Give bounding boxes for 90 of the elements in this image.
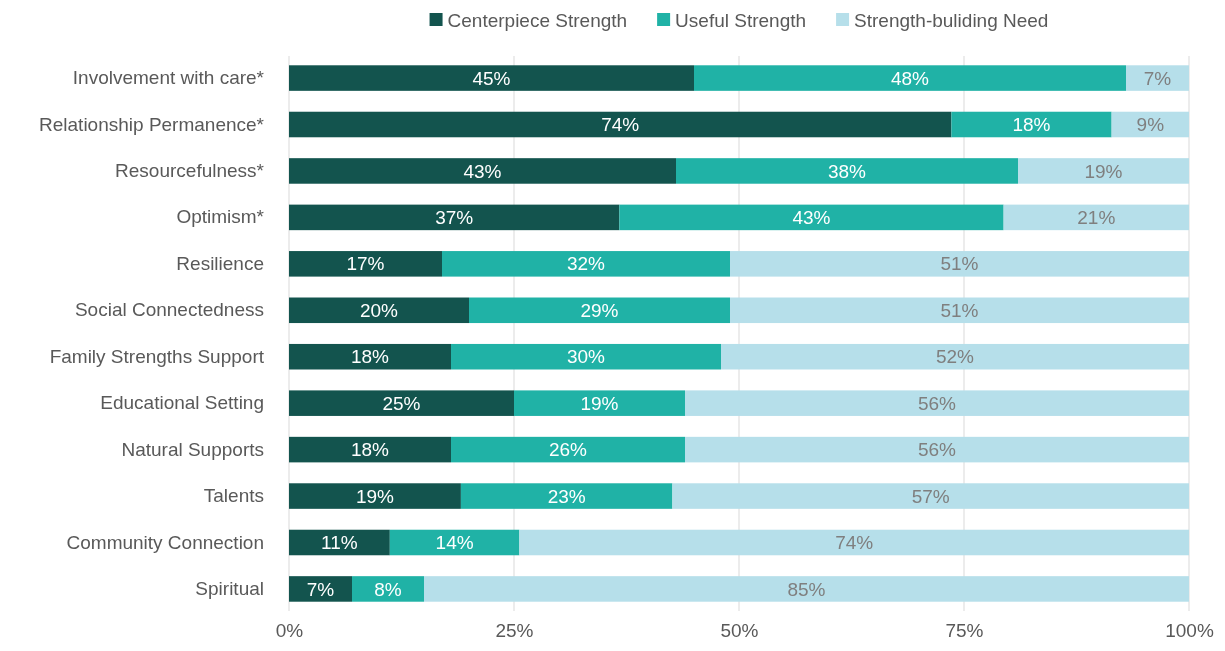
data-label: 18% bbox=[350, 346, 390, 368]
bar bbox=[514, 390, 685, 416]
data-label: 17% bbox=[346, 253, 385, 275]
data-label: 18% bbox=[350, 439, 390, 461]
data-label: 14% bbox=[435, 532, 474, 554]
bar bbox=[685, 436, 1189, 463]
data-label: 56% bbox=[917, 439, 957, 461]
data-label: 52% bbox=[935, 346, 975, 368]
data-label: 25% bbox=[382, 392, 421, 414]
data-label: 19% bbox=[580, 392, 619, 414]
bar bbox=[951, 111, 1112, 138]
y-tick-label: Community Connection bbox=[66, 531, 264, 553]
data-label: 43% bbox=[463, 160, 502, 182]
x-tick-label: 75% bbox=[945, 620, 984, 642]
data-label: 19% bbox=[1084, 160, 1123, 182]
data-label: 11% bbox=[321, 532, 358, 554]
y-tick-label: Spiritual bbox=[195, 578, 264, 600]
bar bbox=[289, 390, 514, 416]
bar bbox=[1126, 65, 1189, 91]
bar bbox=[519, 529, 1189, 556]
y-tick-label: Resourcefulness* bbox=[115, 160, 265, 182]
bar bbox=[352, 576, 424, 602]
bar bbox=[289, 576, 352, 602]
legend-label: Centerpiece Strength bbox=[447, 9, 628, 31]
data-label: 30% bbox=[566, 346, 606, 368]
bar bbox=[289, 204, 620, 231]
bar bbox=[289, 436, 451, 463]
y-tick-label: Family Strengths Support bbox=[49, 345, 265, 367]
data-label: 74% bbox=[601, 114, 640, 136]
data-label: 43% bbox=[792, 207, 831, 229]
bar bbox=[721, 343, 1189, 370]
data-label: 7% bbox=[306, 578, 335, 600]
y-tick-label: Optimism* bbox=[176, 206, 265, 228]
data-label: 26% bbox=[548, 439, 588, 461]
data-label: 38% bbox=[827, 160, 867, 182]
y-tick-label: Social Connectedness bbox=[74, 299, 264, 321]
bar bbox=[619, 204, 1004, 231]
bar bbox=[289, 158, 676, 184]
data-label: 32% bbox=[566, 253, 606, 275]
data-label: 51% bbox=[940, 299, 979, 321]
data-label: 29% bbox=[580, 299, 619, 321]
bar bbox=[685, 390, 1189, 416]
bar bbox=[694, 65, 1126, 91]
bar bbox=[672, 483, 1189, 509]
data-label: 37% bbox=[435, 207, 474, 229]
data-label: 21% bbox=[1077, 207, 1116, 229]
data-label: 51% bbox=[940, 253, 979, 275]
data-label: 48% bbox=[890, 67, 930, 89]
bar bbox=[451, 343, 721, 370]
bar bbox=[460, 483, 673, 509]
y-tick-label: Talents bbox=[203, 485, 264, 507]
bar bbox=[424, 576, 1189, 602]
bar bbox=[730, 251, 1189, 277]
bar bbox=[451, 436, 685, 463]
y-tick-label: Involvement with care* bbox=[72, 67, 265, 89]
bar bbox=[730, 297, 1189, 324]
bar bbox=[1003, 204, 1189, 231]
x-tick-label: 0% bbox=[275, 620, 304, 642]
x-tick-label: 100% bbox=[1165, 620, 1214, 642]
y-tick-label: Resilience bbox=[176, 252, 264, 274]
data-label: 9% bbox=[1136, 114, 1165, 136]
x-tick-label: 50% bbox=[720, 620, 759, 642]
data-label: 8% bbox=[374, 578, 402, 600]
data-label: 7% bbox=[1143, 67, 1172, 89]
bar bbox=[442, 251, 730, 277]
bar bbox=[289, 251, 442, 277]
data-label: 85% bbox=[787, 578, 826, 600]
bar bbox=[289, 483, 461, 509]
data-label: 56% bbox=[917, 392, 957, 414]
data-label: 20% bbox=[359, 299, 399, 321]
bar bbox=[289, 111, 952, 138]
legend-label: Useful Strength bbox=[675, 9, 807, 31]
bar bbox=[1018, 158, 1189, 184]
y-tick-label: Relationship Permanence* bbox=[39, 113, 265, 135]
data-label: 23% bbox=[547, 485, 586, 507]
bar bbox=[389, 529, 520, 556]
y-tick-label: Natural Supports bbox=[121, 438, 264, 460]
data-label: 18% bbox=[1012, 114, 1051, 136]
bar bbox=[676, 158, 1018, 184]
data-label: 45% bbox=[472, 67, 511, 89]
bar bbox=[469, 297, 730, 324]
x-tick-label: 25% bbox=[495, 620, 534, 642]
bar bbox=[289, 297, 469, 324]
y-tick-label: Educational Setting bbox=[100, 392, 264, 414]
bar bbox=[289, 65, 694, 91]
legend-label: Strength-buliding Need bbox=[854, 9, 1049, 31]
bar bbox=[289, 343, 451, 370]
data-label: 74% bbox=[835, 532, 874, 554]
data-label: 19% bbox=[355, 485, 395, 507]
data-label: 57% bbox=[911, 485, 950, 507]
